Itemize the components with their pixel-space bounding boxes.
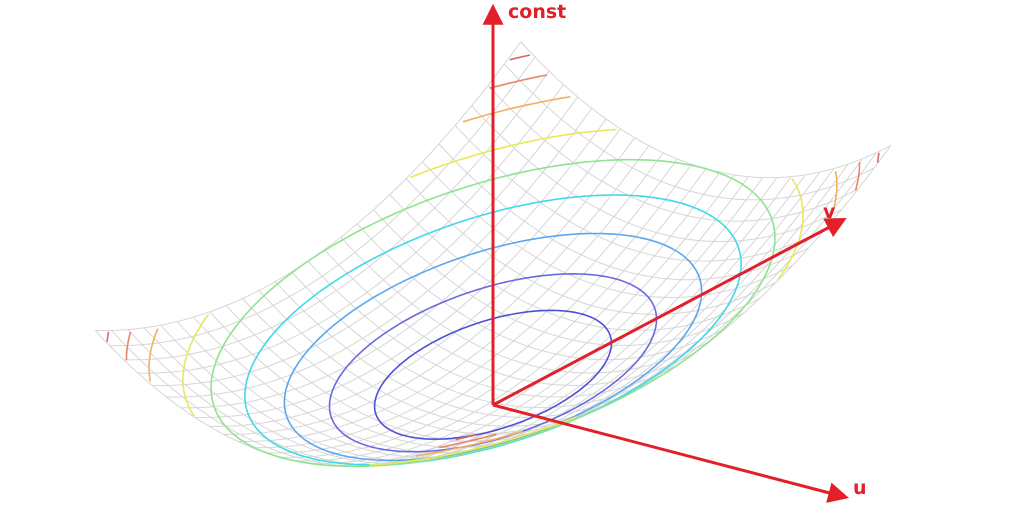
- contour-line: [854, 162, 861, 191]
- mesh-line-u: [394, 171, 821, 462]
- u-axis: [492, 403, 850, 503]
- contour-line: [125, 331, 132, 361]
- contour-line: [415, 430, 524, 457]
- mesh-line-u: [152, 96, 579, 387]
- mesh-line-u: [109, 56, 536, 347]
- mesh-line-v: [405, 178, 777, 315]
- contour-line: [827, 170, 838, 225]
- axes: [482, 3, 850, 503]
- contour-line: [509, 54, 531, 61]
- mesh-line-u: [95, 41, 522, 332]
- contour-line: [462, 96, 571, 123]
- v-axis: [492, 218, 847, 407]
- contour-line: [876, 152, 880, 163]
- v-axis-label: v: [823, 201, 836, 223]
- mesh-line-v: [258, 290, 630, 427]
- contour-line: [776, 178, 804, 281]
- const-axis-label: const: [508, 1, 566, 23]
- mesh-line-v: [324, 249, 695, 386]
- contour-line: [373, 309, 613, 441]
- mesh-line-v: [340, 236, 711, 374]
- contour-line: [369, 416, 577, 466]
- contour-line: [489, 74, 548, 89]
- mesh-line-u: [209, 137, 636, 427]
- mesh-line-v: [389, 194, 761, 331]
- mesh-line-v: [504, 63, 875, 201]
- u-axis-label: u: [853, 477, 867, 499]
- mesh-line-u: [422, 163, 849, 454]
- contour-line: [438, 433, 497, 449]
- mesh-line-v: [356, 223, 728, 361]
- mesh-line-v: [520, 41, 892, 179]
- contour-line: [106, 331, 110, 342]
- mesh-line-v: [454, 125, 826, 262]
- mesh-line-v: [487, 85, 859, 222]
- mesh-line-u: [408, 168, 835, 458]
- contour-line: [148, 328, 159, 382]
- contour-line: [182, 313, 210, 417]
- mesh-line-v: [274, 281, 646, 418]
- contour-line: [210, 158, 776, 468]
- mesh-line-u: [180, 118, 607, 409]
- contour-line: [328, 272, 658, 453]
- mesh-line-v: [422, 161, 793, 298]
- mesh-line-v: [471, 105, 842, 243]
- mesh-line-u: [337, 177, 764, 467]
- mesh-line-v: [291, 271, 662, 409]
- contour-line: [409, 128, 617, 179]
- contour-lines: [106, 54, 880, 468]
- contour-line: [455, 434, 477, 441]
